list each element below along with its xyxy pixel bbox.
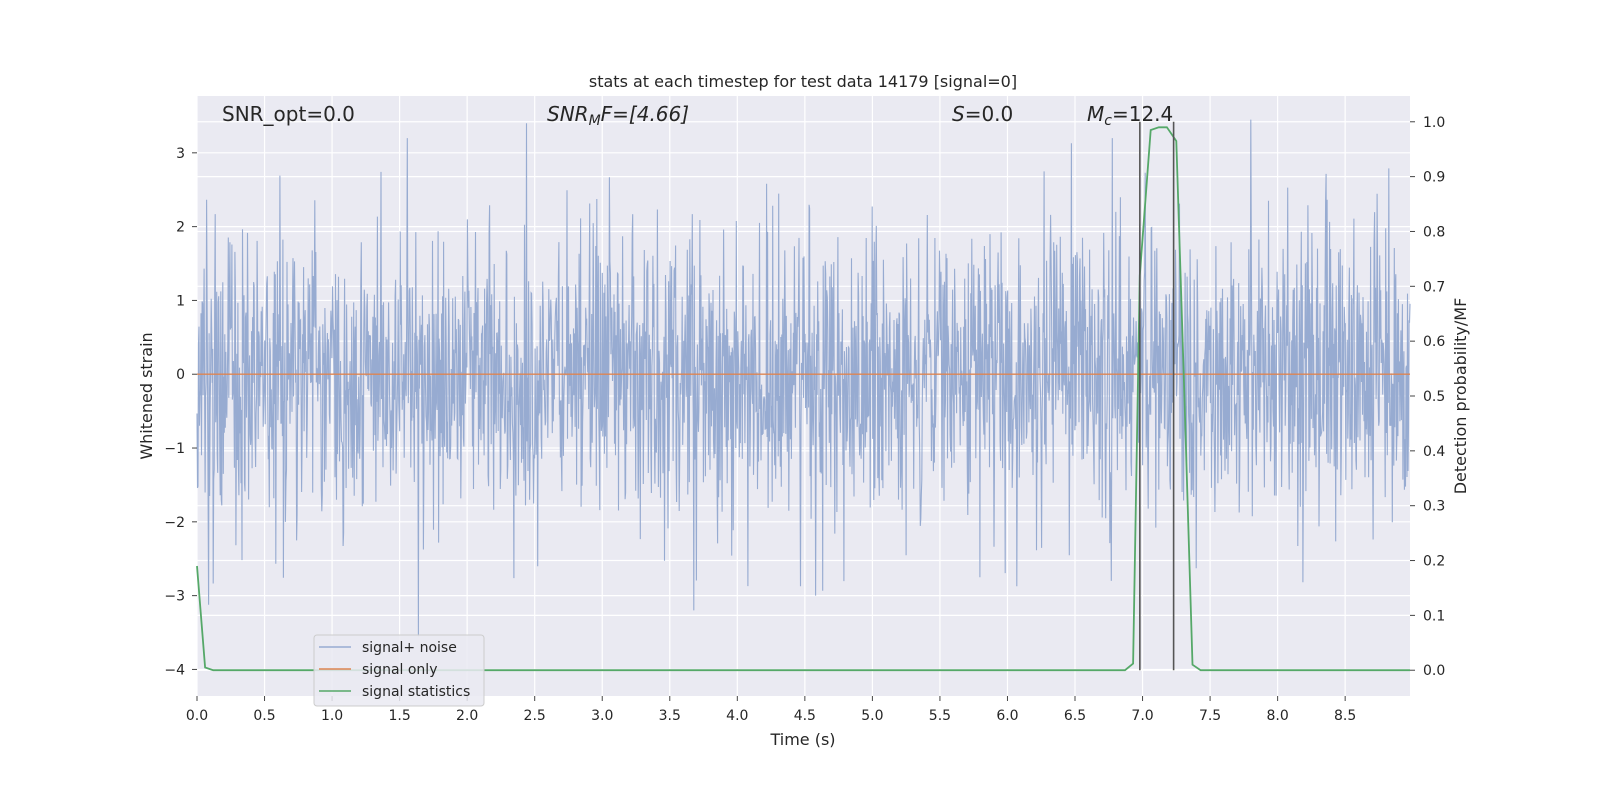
x-tick-label: 7.5 [1199, 708, 1221, 724]
x-tick-label: 1.5 [388, 708, 410, 724]
chart-title: stats at each timestep for test data 141… [589, 72, 1017, 91]
x-tick-label: 5.5 [929, 708, 951, 724]
x-tick-label: 4.5 [794, 708, 816, 724]
left-y-tick-label: 2 [176, 220, 185, 236]
annotation-s: S=0.0 [952, 102, 1013, 126]
left-y-tick-label: −3 [164, 589, 185, 605]
legend-box [313, 634, 485, 707]
x-axis-ticks: 0.0 0.5 1.0 1.5 2.0 2.5 3.0 3.5 4.0 4.5 5.0 5.5 6.0 6… [186, 696, 1356, 724]
right-y-axis-ticks: 1.0 0.9 0.8 0.7 0.6 0.5 0.4 0.3 0.2 0.1 0.0 [1410, 115, 1445, 679]
x-tick-label: 1.0 [321, 708, 343, 724]
annotation-snr-opt: SNR_opt=0.0 [222, 102, 355, 126]
annotation-snr-mf-sub: M [589, 113, 601, 129]
right-y-tick-label: 0.8 [1423, 224, 1445, 240]
x-tick-label: 2.0 [456, 708, 478, 724]
x-tick-label: 8.5 [1334, 708, 1356, 724]
right-y-tick-label: 0.3 [1423, 499, 1445, 515]
annotation-snr-mf-main: SNR [547, 102, 589, 126]
right-y-tick-label: 0.9 [1423, 170, 1445, 186]
x-tick-label: 0.5 [253, 708, 275, 724]
annotation-mc-main: M [1087, 102, 1104, 126]
x-tick-label: 0.0 [186, 708, 208, 724]
right-y-tick-label: 0.0 [1423, 663, 1445, 679]
right-y-tick-label: 0.4 [1423, 444, 1445, 460]
left-y-tick-label: −1 [164, 441, 185, 457]
x-tick-label: 8.0 [1266, 708, 1288, 724]
x-tick-label: 2.5 [524, 708, 546, 724]
x-axis-label: Time (s) [769, 730, 835, 749]
x-tick-label: 3.0 [591, 708, 613, 724]
annotation-mc-rest: =12.4 [1112, 102, 1173, 126]
annotation-snr-mf-rest: F=[4.66] [601, 102, 689, 126]
right-y-tick-label: 1.0 [1423, 115, 1445, 131]
annotation-s-rest: =0.0 [965, 102, 1014, 126]
left-y-tick-label: 0 [176, 367, 185, 383]
right-y-axis-label: Detection probability/MF [1451, 298, 1470, 495]
x-tick-label: 4.0 [726, 708, 748, 724]
x-tick-label: 6.5 [1064, 708, 1086, 724]
annotation-mc-sub: c [1104, 113, 1112, 129]
legend-entry-signal-statistics: signal statistics [362, 684, 470, 700]
right-y-tick-label: 0.7 [1423, 279, 1445, 295]
left-y-axis-label: Whitened strain [137, 332, 156, 459]
left-y-tick-label: 3 [176, 146, 185, 162]
annotation-s-main: S [952, 102, 965, 126]
left-y-tick-label: −2 [164, 515, 185, 531]
right-y-tick-label: 0.6 [1423, 334, 1445, 350]
x-tick-label: 6.0 [996, 708, 1018, 724]
x-tick-label: 5.0 [861, 708, 883, 724]
left-y-tick-label: −4 [164, 662, 185, 678]
legend-entry-signal-noise: signal+ noise [362, 640, 457, 656]
legend: signal+ noise signal only signal statist… [313, 634, 485, 707]
annotation-snr-mf: SNRMF=[4.66] [547, 102, 689, 129]
annotation-mc: Mc=12.4 [1087, 102, 1173, 129]
left-y-axis-ticks: 3 2 1 0 −1 −2 −3 −4 [164, 146, 197, 678]
x-tick-label: 7.0 [1131, 708, 1153, 724]
legend-entry-signal-only: signal only [362, 662, 437, 678]
left-y-tick-label: 1 [176, 293, 185, 309]
x-tick-label: 3.5 [659, 708, 681, 724]
signal-noise-series-line [196, 119, 1411, 637]
right-y-tick-label: 0.1 [1423, 608, 1445, 624]
marker-vlines [1139, 121, 1175, 671]
right-y-tick-label: 0.5 [1423, 389, 1445, 405]
right-y-tick-label: 0.2 [1423, 554, 1445, 570]
